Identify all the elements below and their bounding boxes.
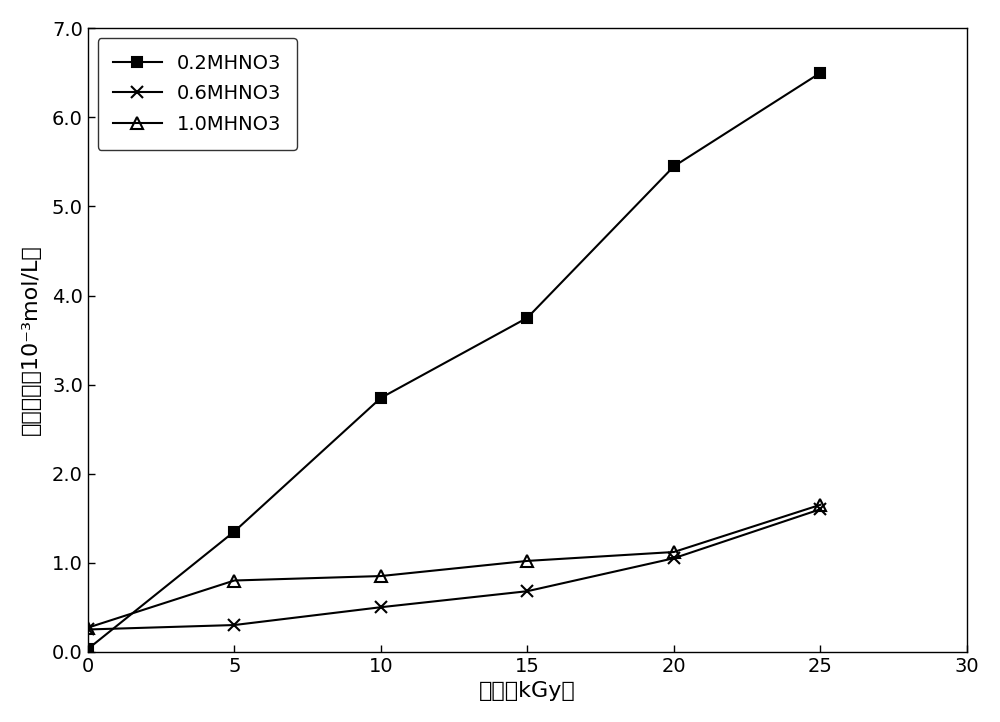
1.0MHNO3	[375, 572, 387, 580]
0.6MHNO3	[375, 603, 387, 612]
1.0MHNO3	[521, 557, 533, 565]
0.2MHNO3	[814, 69, 826, 77]
Y-axis label: 羟胺浓度（10⁻³mol/L）: 羟胺浓度（10⁻³mol/L）	[21, 245, 41, 435]
1.0MHNO3	[814, 500, 826, 509]
Line: 0.6MHNO3: 0.6MHNO3	[82, 504, 826, 635]
Line: 0.2MHNO3: 0.2MHNO3	[83, 68, 825, 654]
0.2MHNO3	[375, 393, 387, 402]
0.2MHNO3	[521, 313, 533, 322]
X-axis label: 剂量（kGy）: 剂量（kGy）	[479, 681, 576, 701]
Legend: 0.2MHNO3, 0.6MHNO3, 1.0MHNO3: 0.2MHNO3, 0.6MHNO3, 1.0MHNO3	[98, 38, 297, 149]
0.2MHNO3	[668, 162, 680, 170]
0.2MHNO3	[82, 645, 94, 653]
0.6MHNO3	[814, 505, 826, 513]
0.6MHNO3	[668, 554, 680, 562]
0.2MHNO3	[228, 527, 240, 536]
1.0MHNO3	[668, 548, 680, 557]
0.6MHNO3	[82, 625, 94, 634]
1.0MHNO3	[228, 576, 240, 585]
1.0MHNO3	[82, 623, 94, 632]
0.6MHNO3	[521, 587, 533, 596]
Line: 1.0MHNO3: 1.0MHNO3	[82, 499, 826, 633]
0.6MHNO3	[228, 621, 240, 630]
